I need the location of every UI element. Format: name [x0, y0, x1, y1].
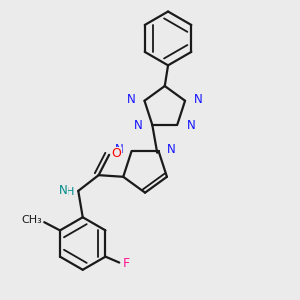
Text: N: N: [59, 184, 68, 197]
Text: N: N: [134, 119, 143, 132]
Text: N: N: [187, 119, 195, 132]
Text: CH₃: CH₃: [22, 214, 43, 225]
Text: F: F: [122, 257, 130, 270]
Text: N: N: [167, 143, 176, 156]
Text: N: N: [194, 93, 203, 106]
Text: N: N: [127, 93, 135, 106]
Text: O: O: [111, 147, 121, 160]
Text: H: H: [66, 187, 74, 196]
Text: N: N: [115, 143, 123, 156]
